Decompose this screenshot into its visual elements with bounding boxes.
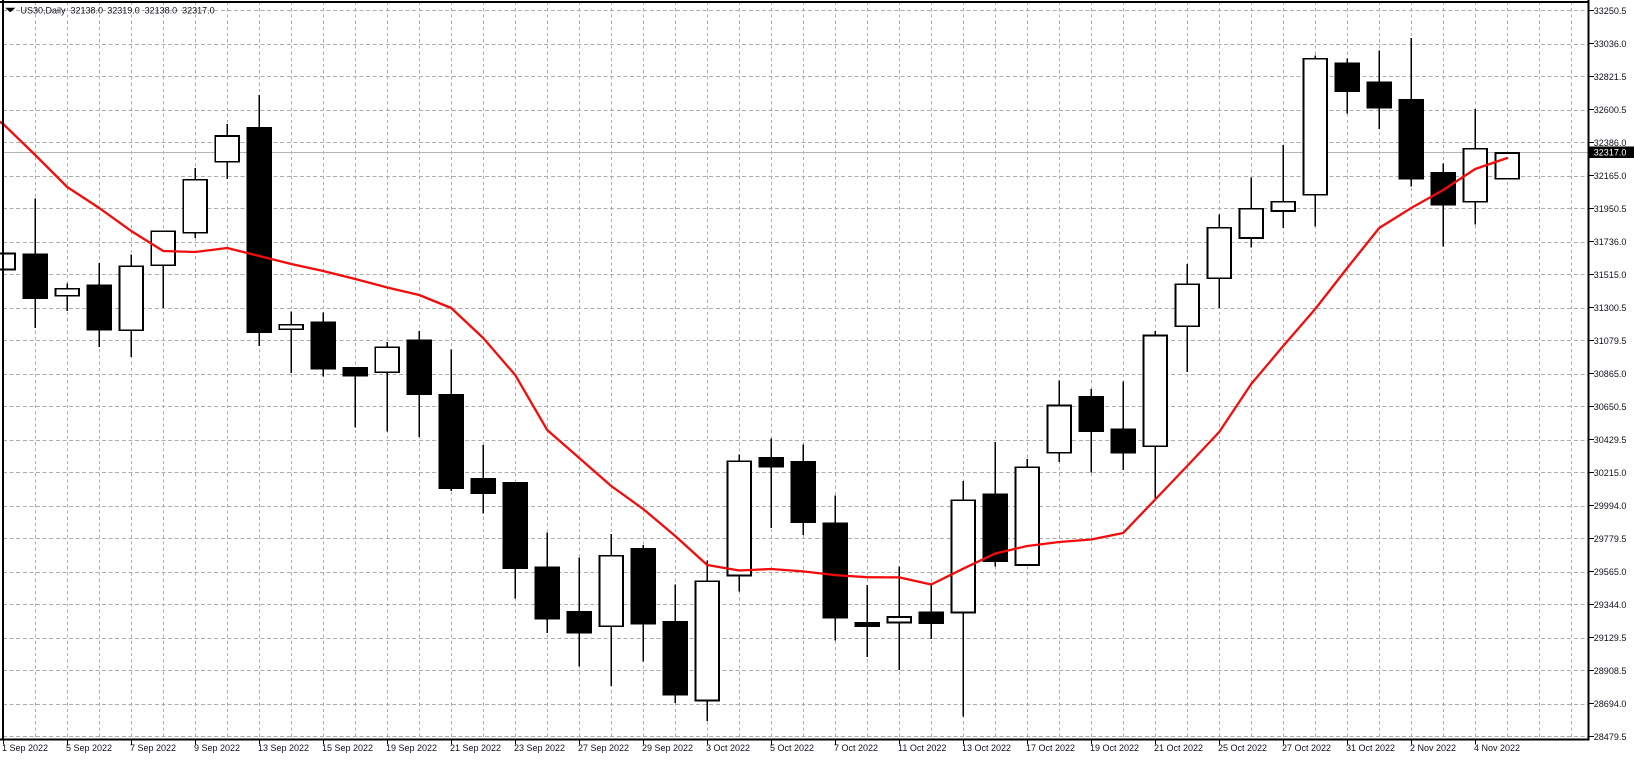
- svg-text:19 Oct 2022: 19 Oct 2022: [1090, 743, 1139, 753]
- svg-text:13 Sep 2022: 13 Sep 2022: [258, 743, 309, 753]
- svg-text:29994.0: 29994.0: [1594, 501, 1627, 511]
- svg-text:31950.5: 31950.5: [1594, 204, 1627, 214]
- svg-text:28694.0: 28694.0: [1594, 699, 1627, 709]
- svg-text:32600.5: 32600.5: [1594, 105, 1627, 115]
- svg-text:13 Oct 2022: 13 Oct 2022: [962, 743, 1011, 753]
- svg-text:32317.0: 32317.0: [1594, 148, 1627, 158]
- svg-text:32386.0: 32386.0: [1594, 138, 1627, 148]
- svg-text:9 Sep 2022: 9 Sep 2022: [194, 743, 240, 753]
- svg-text:30865.0: 30865.0: [1594, 369, 1627, 379]
- svg-text:32138.0: 32138.0: [71, 5, 104, 15]
- svg-text:32317.0: 32317.0: [182, 5, 215, 15]
- svg-text:5 Sep 2022: 5 Sep 2022: [66, 743, 112, 753]
- svg-text:29344.0: 29344.0: [1594, 600, 1627, 610]
- svg-text:27 Sep 2022: 27 Sep 2022: [578, 743, 629, 753]
- svg-text:30650.5: 30650.5: [1594, 402, 1627, 412]
- svg-text:31736.0: 31736.0: [1594, 237, 1627, 247]
- svg-text:US30,Daily: US30,Daily: [21, 5, 67, 15]
- svg-text:27 Oct 2022: 27 Oct 2022: [1282, 743, 1331, 753]
- svg-text:32138.0: 32138.0: [145, 5, 178, 15]
- svg-text:28908.5: 28908.5: [1594, 666, 1627, 676]
- svg-text:29129.5: 29129.5: [1594, 633, 1627, 643]
- svg-text:30429.5: 30429.5: [1594, 435, 1627, 445]
- svg-text:21 Oct 2022: 21 Oct 2022: [1154, 743, 1203, 753]
- svg-text:23 Sep 2022: 23 Sep 2022: [514, 743, 565, 753]
- svg-text:19 Sep 2022: 19 Sep 2022: [386, 743, 437, 753]
- svg-text:2 Nov 2022: 2 Nov 2022: [1410, 743, 1456, 753]
- svg-text:33036.0: 33036.0: [1594, 39, 1627, 49]
- svg-text:7 Sep 2022: 7 Sep 2022: [130, 743, 176, 753]
- svg-text:33250.5: 33250.5: [1594, 6, 1627, 16]
- svg-text:29565.0: 29565.0: [1594, 567, 1627, 577]
- svg-text:29779.5: 29779.5: [1594, 534, 1627, 544]
- svg-text:29 Sep 2022: 29 Sep 2022: [642, 743, 693, 753]
- svg-text:25 Oct 2022: 25 Oct 2022: [1218, 743, 1267, 753]
- svg-text:31300.5: 31300.5: [1594, 303, 1627, 313]
- svg-text:31515.0: 31515.0: [1594, 270, 1627, 280]
- svg-text:32165.0: 32165.0: [1594, 171, 1627, 181]
- svg-text:21 Sep 2022: 21 Sep 2022: [450, 743, 501, 753]
- svg-text:17 Oct 2022: 17 Oct 2022: [1026, 743, 1075, 753]
- svg-text:15 Sep 2022: 15 Sep 2022: [322, 743, 373, 753]
- svg-text:30215.0: 30215.0: [1594, 468, 1627, 478]
- svg-text:31 Oct 2022: 31 Oct 2022: [1346, 743, 1395, 753]
- svg-text:7 Oct 2022: 7 Oct 2022: [834, 743, 878, 753]
- svg-text:32821.5: 32821.5: [1594, 72, 1627, 82]
- svg-text:11 Oct 2022: 11 Oct 2022: [898, 743, 946, 753]
- svg-text:1 Sep 2022: 1 Sep 2022: [2, 743, 48, 753]
- svg-text:28479.5: 28479.5: [1594, 732, 1627, 742]
- svg-text:5 Oct 2022: 5 Oct 2022: [770, 743, 814, 753]
- svg-text:32319.0: 32319.0: [107, 5, 140, 15]
- svg-text:31079.5: 31079.5: [1594, 336, 1627, 346]
- svg-text:3 Oct 2022: 3 Oct 2022: [706, 743, 750, 753]
- svg-text:4 Nov 2022: 4 Nov 2022: [1474, 743, 1520, 753]
